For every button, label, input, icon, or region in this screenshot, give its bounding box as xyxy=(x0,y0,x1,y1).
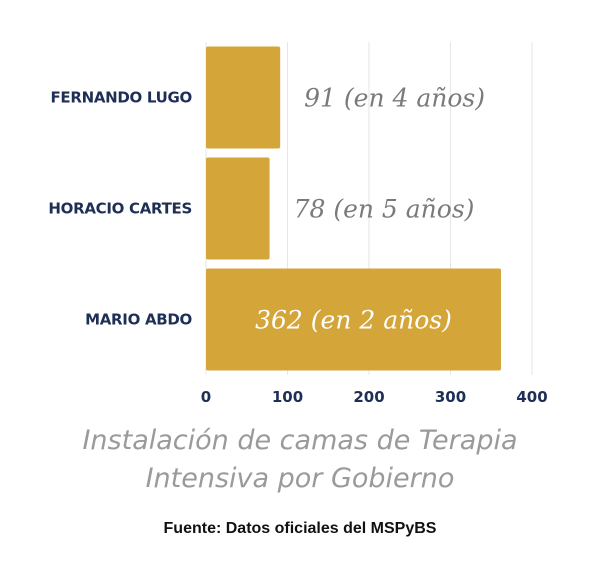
caption-line-1: Instalación de camas de Terapia xyxy=(82,425,518,456)
x-axis-ticks: 0 100 200 300 400 xyxy=(201,388,548,406)
x-tick-label: 100 xyxy=(272,388,303,406)
category-label: HORACIO CARTES xyxy=(48,200,192,218)
bar xyxy=(206,46,281,149)
category-labels: FERNANDO LUGO HORACIO CARTES MARIO ABDO xyxy=(48,89,192,329)
x-tick-label: 200 xyxy=(353,388,384,406)
bars xyxy=(206,46,502,371)
x-tick-label: 0 xyxy=(201,388,211,406)
source-note: Fuente: Datos oficiales del MSPyBS xyxy=(163,520,437,537)
data-label: 91 (en 4 años) xyxy=(304,84,485,113)
data-label: 78 (en 5 años) xyxy=(294,195,475,224)
bar xyxy=(206,157,270,260)
category-label: MARIO ABDO xyxy=(85,311,192,329)
caption-line-2: Intensiva por Gobierno xyxy=(145,463,455,494)
data-labels: 91 (en 4 años) 78 (en 5 años) 362 (en 2 añ… xyxy=(255,84,485,335)
category-label: FERNANDO LUGO xyxy=(50,89,192,107)
bar-chart: FERNANDO LUGO HORACIO CARTES MARIO ABDO 91… xyxy=(48,42,548,406)
data-label: 362 (en 2 años) xyxy=(255,306,452,335)
x-tick-label: 400 xyxy=(516,388,547,406)
x-tick-label: 300 xyxy=(435,388,466,406)
bar xyxy=(206,268,502,371)
chart-caption: Instalación de camas de Terapia Intensiv… xyxy=(0,422,600,498)
